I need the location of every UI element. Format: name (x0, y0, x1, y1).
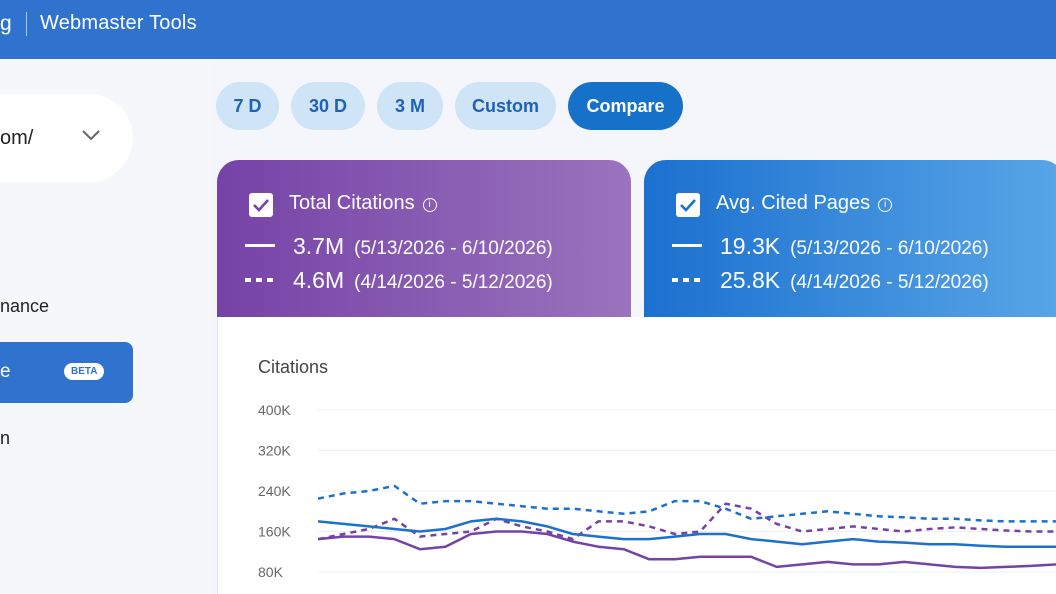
checkmark-icon (253, 199, 269, 212)
current-range: (5/13/2026 - 6/10/2026) (790, 238, 989, 259)
y-tick-label: 240K (258, 483, 291, 499)
y-tick-label: 80K (258, 564, 284, 580)
series-line-2[interactable] (317, 517, 1056, 548)
citations-chart[interactable]: 400K 320K 240K 160K 80K (218, 317, 1056, 594)
solid-line-legend-icon (672, 244, 702, 247)
site-picker[interactable]: om/ (0, 94, 133, 182)
current-value: 19.3K (720, 233, 781, 259)
series-line-0[interactable] (317, 530, 1056, 570)
total-citations-card[interactable]: Total Citations i 3.7M (5/13/2026 - 6/10/2… (217, 160, 631, 330)
current-period-row: 19.3K (5/13/2026 - 6/10/2026) (672, 233, 989, 260)
solid-line-legend-icon (245, 244, 275, 247)
total-citations-checkbox[interactable] (249, 193, 273, 217)
sidebar-item-active[interactable]: e BETA (0, 342, 133, 403)
series-line-3[interactable] (317, 484, 1056, 523)
info-icon[interactable]: i (878, 198, 893, 212)
sidebar-item-label: e (0, 361, 11, 382)
site-url-value: om/ (0, 127, 34, 149)
range-custom-button[interactable]: Custom (455, 82, 556, 130)
avg-cited-pages-checkbox[interactable] (676, 193, 700, 217)
citations-chart-panel: Citations 400K 320K 240K 160K 80K (217, 317, 1056, 594)
range-3m-button[interactable]: 3 M (377, 82, 443, 130)
current-value: 3.7M (293, 233, 345, 259)
previous-period-row: 4.6M (4/14/2026 - 5/12/2026) (245, 267, 553, 294)
brand-name[interactable]: g (0, 12, 12, 35)
dotted-line-legend-icon (245, 278, 275, 282)
range-30d-button[interactable]: 30 D (291, 82, 365, 130)
metric-title: Avg. Cited Pages i (716, 192, 893, 215)
chevron-down-icon (82, 130, 100, 141)
avg-cited-pages-card[interactable]: Avg. Cited Pages i 19.3K (5/13/2026 - 6/10… (644, 160, 1056, 330)
metric-title-text: Avg. Cited Pages (716, 192, 871, 214)
brand-divider (26, 12, 27, 36)
range-compare-button[interactable]: Compare (568, 82, 683, 130)
previous-period-row: 25.8K (4/14/2026 - 5/12/2026) (672, 267, 989, 294)
series-line-1[interactable] (317, 502, 1056, 541)
current-period-row: 3.7M (5/13/2026 - 6/10/2026) (245, 233, 553, 260)
previous-range: (4/14/2026 - 5/12/2026) (790, 272, 989, 293)
current-range: (5/13/2026 - 6/10/2026) (354, 238, 553, 259)
info-icon[interactable]: i (422, 198, 437, 212)
sidebar: om/ nance e BETA n (0, 59, 210, 594)
previous-value: 25.8K (720, 267, 781, 293)
y-tick-label: 320K (258, 443, 291, 459)
top-bar: g Webmaster Tools (0, 0, 1056, 59)
chart-title: Citations (258, 357, 329, 377)
metric-title: Total Citations i (289, 192, 437, 215)
beta-badge: BETA (64, 363, 105, 380)
previous-value: 4.6M (293, 267, 345, 293)
y-tick-label: 400K (258, 402, 291, 418)
date-range-selector: 7 D 30 D 3 M Custom Compare (216, 82, 683, 130)
sidebar-item-performance[interactable]: nance (0, 296, 50, 316)
dotted-line-legend-icon (672, 278, 702, 282)
app-title[interactable]: Webmaster Tools (40, 12, 197, 34)
y-tick-label: 160K (258, 524, 291, 540)
previous-range: (4/14/2026 - 5/12/2026) (354, 272, 553, 293)
range-7d-button[interactable]: 7 D (216, 82, 279, 130)
checkmark-icon (680, 199, 696, 212)
sidebar-item-next[interactable]: n (0, 428, 11, 448)
metric-title-text: Total Citations (289, 192, 415, 214)
